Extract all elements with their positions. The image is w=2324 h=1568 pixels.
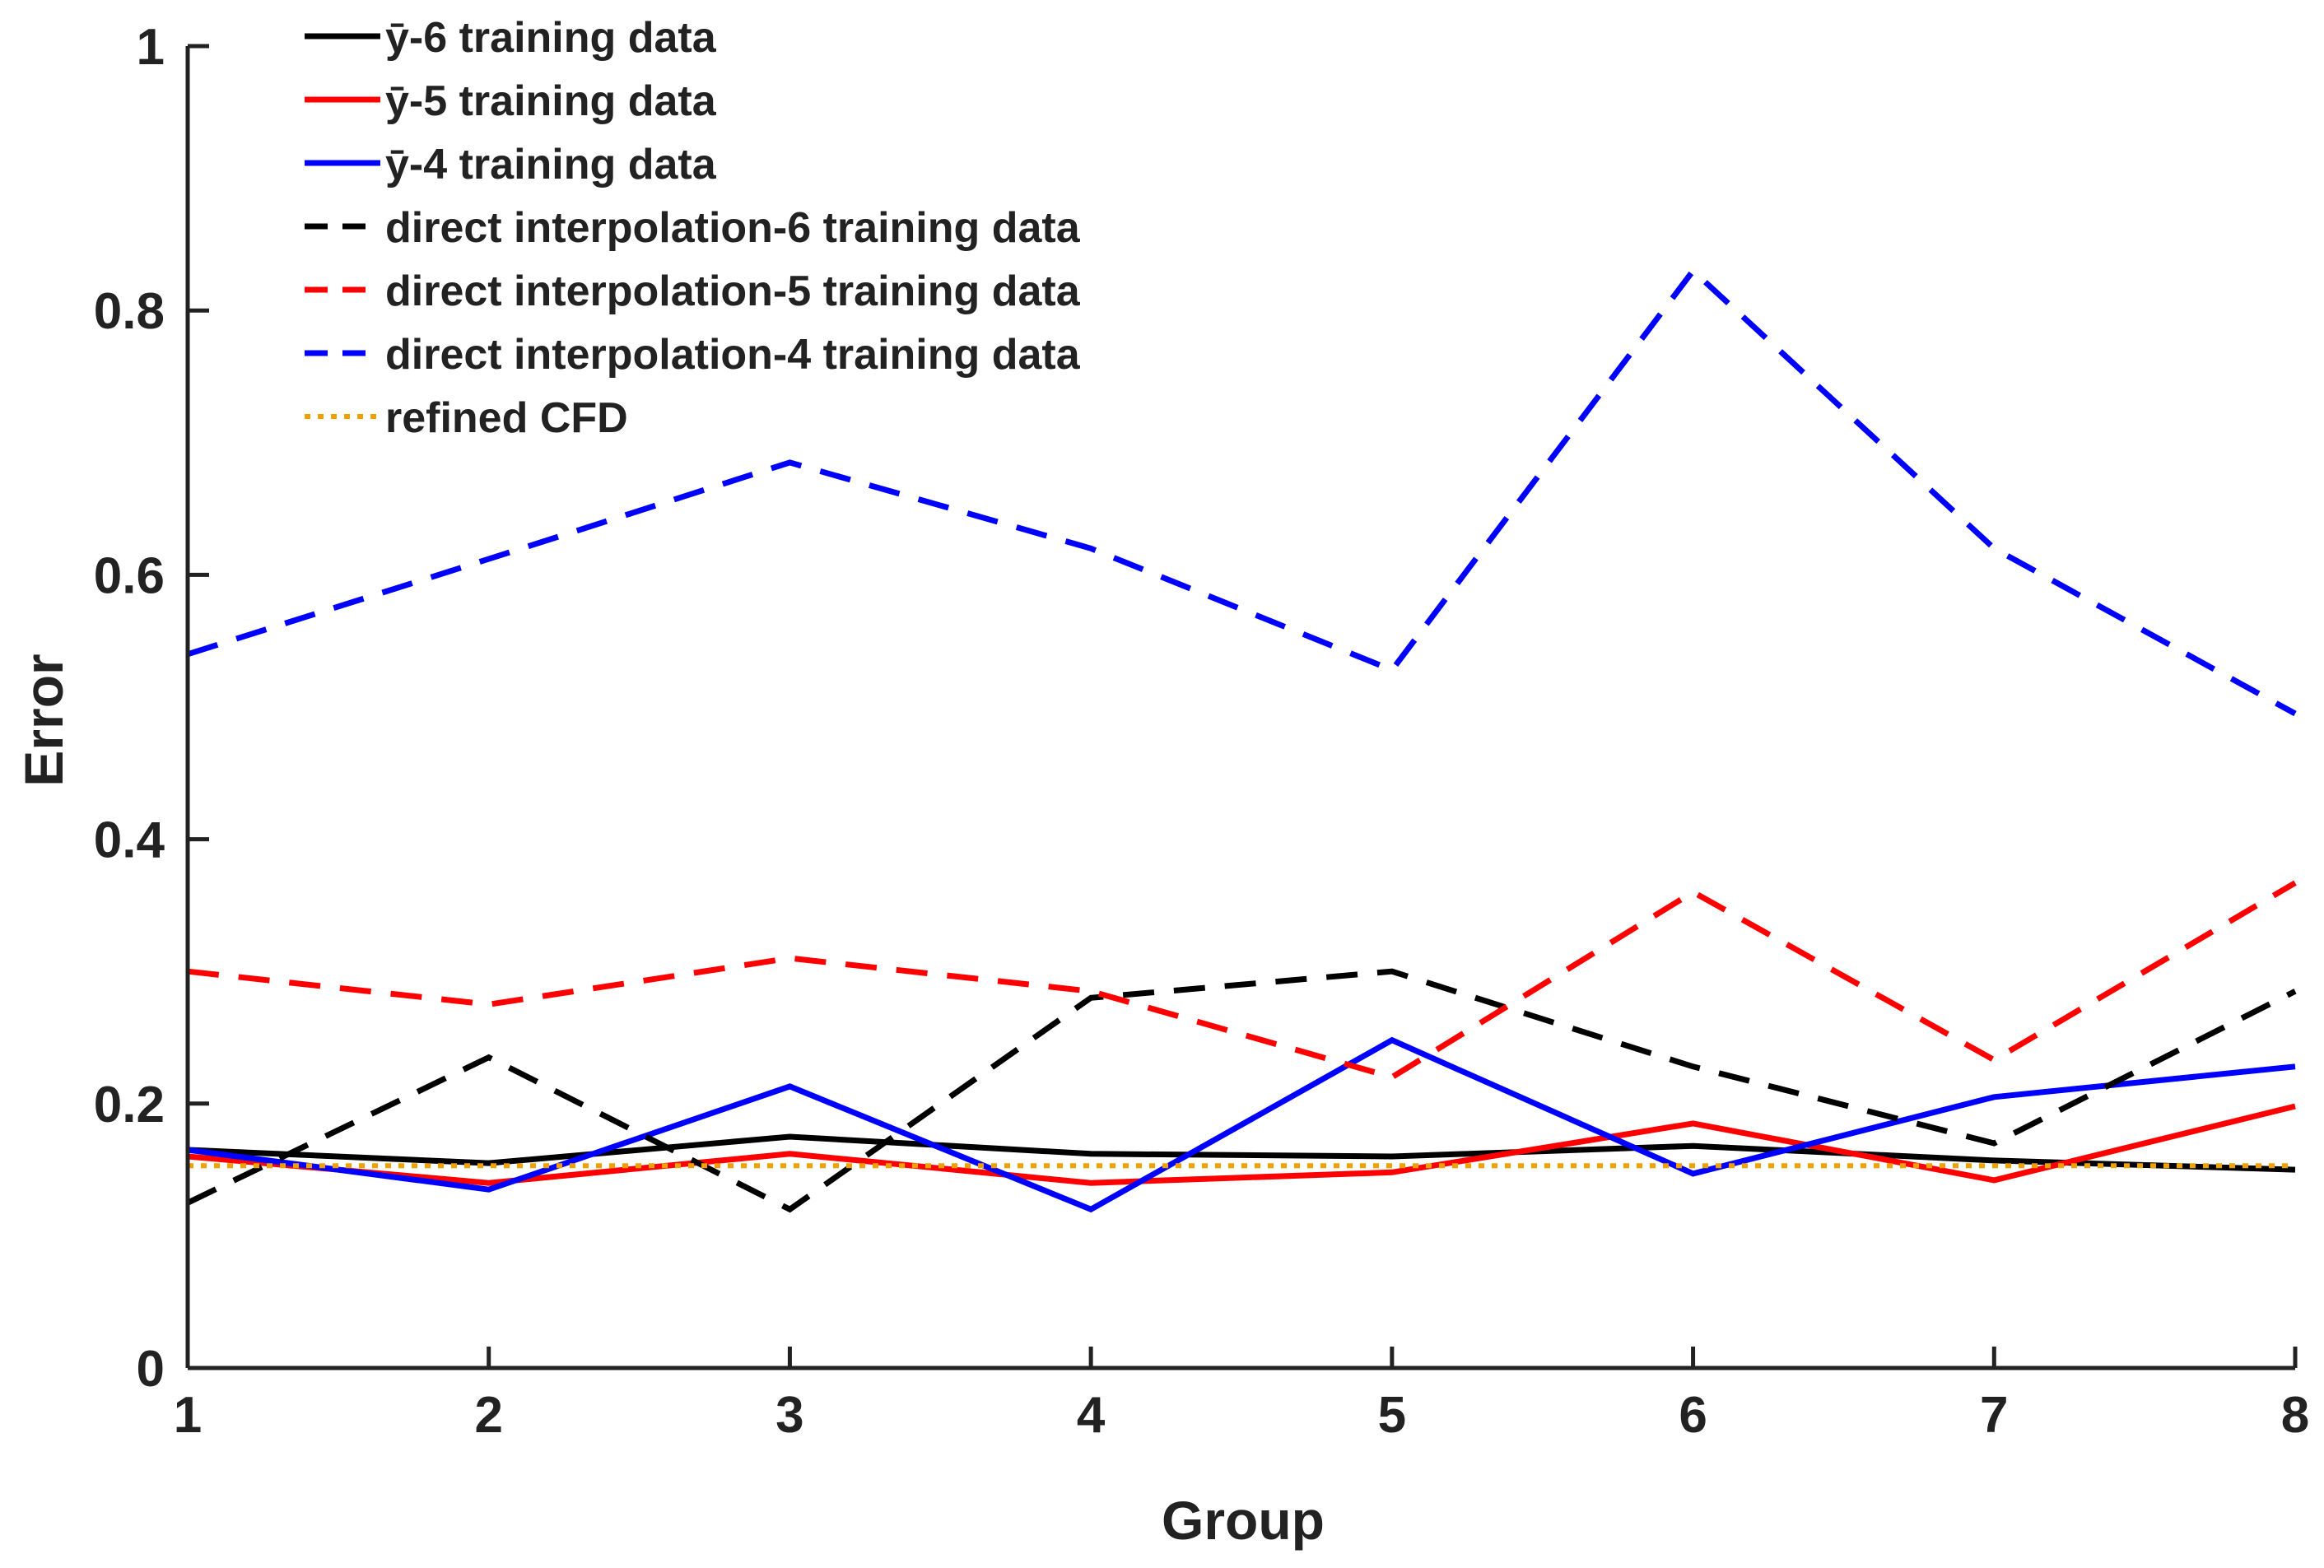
legend-label-7: refined CFD <box>385 394 628 442</box>
legend-label-5: direct interpolation-5 training data <box>385 268 1081 315</box>
x-tick-label: 8 <box>2281 1387 2309 1444</box>
legend-label-3: ȳ-4 training data <box>385 141 717 188</box>
series-line-1 <box>187 1133 2296 1173</box>
y-tick-label: 1 <box>137 19 165 76</box>
legend-label-1: ȳ-6 training data <box>385 14 717 62</box>
series-line-4 <box>186 968 2297 1213</box>
y-tick-label: 0 <box>137 1341 165 1398</box>
legend: ȳ-6 training data ȳ-5 training data ȳ-4 tr… <box>305 14 1081 442</box>
x-axis-label: Group <box>1162 1490 1325 1551</box>
series-line-6 <box>186 266 2297 717</box>
legend-label-2: ȳ-5 training data <box>385 77 717 125</box>
x-tick-label: 7 <box>1980 1387 2008 1444</box>
x-tick-label: 1 <box>174 1387 202 1444</box>
x-tick-label: 6 <box>1679 1387 1707 1444</box>
y-tick-label: 0.4 <box>94 812 165 869</box>
series-line-5 <box>187 880 2297 1081</box>
y-tick-label: 0.2 <box>94 1077 165 1133</box>
x-tick-label: 3 <box>775 1387 803 1444</box>
y-tick-label: 0.6 <box>94 547 165 604</box>
legend-label-6: direct interpolation-4 training data <box>385 331 1081 379</box>
axes: 1 2 3 4 5 6 7 8 0 0.2 0.4 0.6 0.8 1 <box>94 19 2309 1444</box>
x-tick-label: 5 <box>1378 1387 1406 1444</box>
x-tick-label: 2 <box>474 1387 502 1444</box>
y-axis-label: Error <box>13 654 74 786</box>
series-line-3 <box>187 1036 2296 1213</box>
legend-label-4: direct interpolation-6 training data <box>385 204 1081 252</box>
series-line-2 <box>187 1103 2296 1186</box>
x-tick-label: 4 <box>1077 1387 1106 1444</box>
series-layer <box>186 266 2297 1213</box>
y-tick-label: 0.8 <box>94 283 165 340</box>
